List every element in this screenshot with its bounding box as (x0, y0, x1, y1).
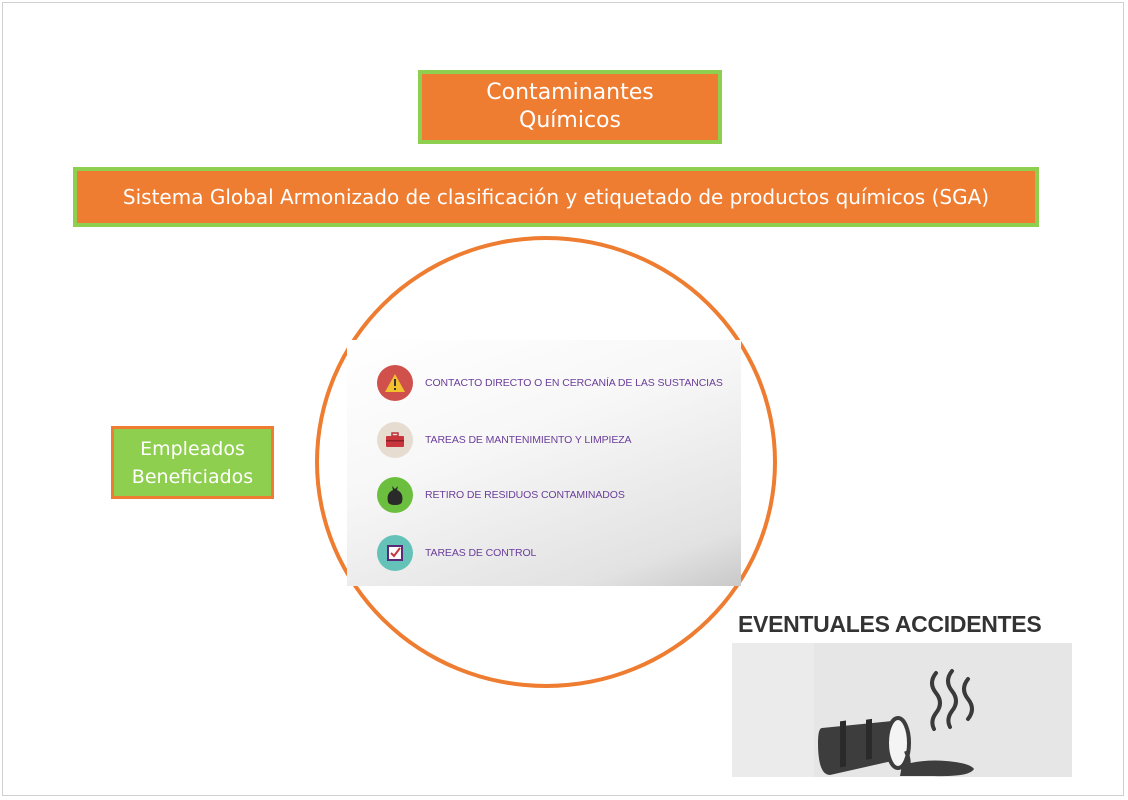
sga-box: Sistema Global Armonizado de clasificaci… (73, 167, 1039, 227)
warning-icon (377, 365, 413, 401)
employees-box: Empleados Beneficiados (111, 426, 274, 499)
accident-panel: EVENTUALES ACCIDENTES (732, 605, 1072, 777)
task-label: CONTACTO DIRECTO O EN CERCANÍA DE LAS SU… (425, 377, 723, 389)
spilled-barrel-icon (814, 643, 1072, 777)
employees-line-1: Empleados (140, 437, 245, 460)
highlight-circle (315, 236, 777, 688)
title-line-1: Contaminantes (486, 80, 654, 105)
task-panel: CONTACTO DIRECTO O EN CERCANÍA DE LAS SU… (347, 340, 741, 586)
task-row-waste: RETIRO DE RESIDUOS CONTAMINADOS (377, 477, 625, 513)
toolbox-icon (377, 422, 413, 458)
accident-title: EVENTUALES ACCIDENTES (738, 611, 1042, 637)
checkbox-icon (377, 535, 413, 571)
trash-bag-icon (377, 477, 413, 513)
title-box: Contaminantes Químicos (418, 70, 722, 144)
task-row-contact: CONTACTO DIRECTO O EN CERCANÍA DE LAS SU… (377, 365, 723, 401)
task-label: RETIRO DE RESIDUOS CONTAMINADOS (425, 489, 625, 501)
task-label: TAREAS DE MANTENIMIENTO Y LIMPIEZA (425, 434, 632, 446)
sga-label: Sistema Global Armonizado de clasificaci… (122, 185, 990, 209)
task-row-control: TAREAS DE CONTROL (377, 535, 536, 571)
task-label: TAREAS DE CONTROL (425, 547, 537, 559)
title-line-2: Químicos (519, 108, 621, 133)
employees-line-2: Beneficiados (131, 465, 254, 488)
task-row-maintenance: TAREAS DE MANTENIMIENTO Y LIMPIEZA (377, 422, 632, 458)
